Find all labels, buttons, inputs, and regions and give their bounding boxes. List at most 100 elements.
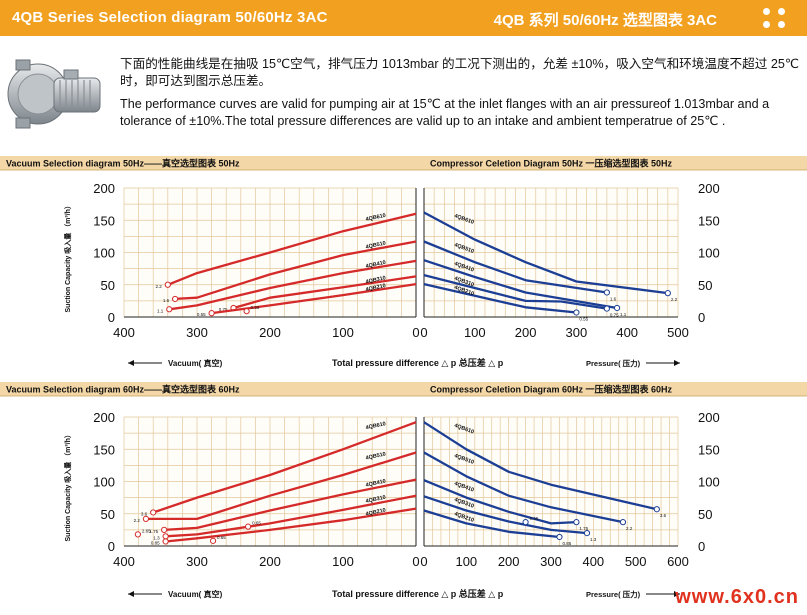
vacuum-x-tick-label: 300 [186, 325, 208, 340]
vacuum-power-label: 1.3 [153, 535, 160, 540]
compressor-curve-end-marker [583, 530, 591, 537]
compressor-y-tick-label: 50 [698, 507, 712, 522]
watermark: www.6x0.cn [675, 586, 799, 608]
vacuum-y-tick-label: 0 [108, 539, 115, 554]
vacuum-extra-marker [209, 537, 217, 544]
compressor-curve-end-marker [603, 289, 610, 296]
vacuum-curve-4qb310 [233, 275, 417, 310]
compressor-x-tick-label: 200 [498, 554, 520, 569]
vacuum-power-label: 2.2 [156, 284, 163, 289]
pressure-axis-label: Pressure( 压力) [586, 589, 641, 599]
vacuum-axis-label: Vacuum( 真空) [168, 358, 223, 368]
vacuum-curve-4qb210 [211, 282, 417, 315]
vacuum-curve-4qb210 [165, 507, 417, 543]
y-axis-label: Suction Capacity 吸入量 （m³/h） [63, 431, 72, 541]
compressor-y-tick-label: 200 [698, 181, 720, 196]
compressor-x-tick-label: 400 [582, 554, 604, 569]
vacuum-extra-marker [134, 531, 141, 538]
compressor-x-tick-label: 0 [420, 554, 427, 569]
vacuum-x-tick-label: 400 [113, 325, 135, 340]
compressor-curve-4qb310 [423, 495, 588, 535]
vacuum-y-tick-label: 50 [101, 507, 115, 522]
compressor-y-tick-label: 0 [698, 310, 705, 325]
compressor-curve-end-marker [619, 519, 627, 526]
vacuum-model-label: 4QB510 [365, 451, 386, 461]
compressor-power-label: 1.3 [590, 537, 597, 542]
vacuum-power-label: 0.85 [151, 540, 160, 545]
compressor-curve-4qb210 [423, 509, 560, 539]
vacuum-arrow-icon [128, 591, 134, 597]
pressure-arrow-icon [674, 360, 680, 366]
vacuum-model-label: 4QB410 [365, 260, 386, 270]
compressor-chart-title: Compressor Celetion Diagram 60Hz 一压缩选型图表… [430, 384, 673, 395]
vacuum-y-tick-label: 100 [93, 246, 115, 261]
header-title-right: 4QB 系列 50/60Hz 选型图表 3AC [493, 12, 717, 29]
panel-header-strip [0, 156, 807, 170]
compressor-y-tick-label: 100 [698, 246, 720, 261]
vacuum-axis-label: Vacuum( 真空) [168, 589, 223, 599]
vacuum-model-label: 4QB210 [365, 283, 386, 293]
vacuum-x-tick-label: 0 [412, 325, 419, 340]
total-pressure-label: Total pressure difference △ p 总压差 △ p [332, 357, 504, 368]
vacuum-model-label: 4QB310 [365, 275, 386, 285]
compressor-extra-marker-label: 0.65 [530, 516, 539, 521]
compressor-power-label: 0.85 [562, 541, 571, 546]
intro-zh: 下面的性能曲线是在抽吸 15℃空气，排气压力 1013mbar 的工况下测出的，… [120, 57, 799, 88]
vacuum-power-label: 0.55 [197, 312, 206, 317]
compressor-x-tick-label: 500 [625, 554, 647, 569]
vacuum-curve-4qb510 [175, 240, 417, 301]
compressor-y-tick-label: 100 [698, 475, 720, 490]
vacuum-y-tick-label: 200 [93, 410, 115, 425]
compressor-x-tick-label: 300 [540, 554, 562, 569]
vacuum-power-label: 2.2 [134, 518, 141, 523]
header-title-left: 4QB Series Selection diagram 50/60Hz 3AC [12, 9, 328, 26]
compressor-curve-end-marker [573, 309, 580, 316]
vacuum-curve-4qb410 [169, 259, 417, 311]
vacuum-x-tick-label: 100 [332, 325, 354, 340]
compressor-curve-4qb210 [423, 282, 577, 314]
compressor-power-label: 2.2 [671, 297, 678, 302]
vacuum-curve-4qb410 [164, 478, 417, 532]
compressor-power-label: 1.75 [579, 526, 588, 531]
compressor-y-tick-label: 150 [698, 213, 720, 228]
vacuum-curve-end-marker [142, 515, 149, 523]
vacuum-curve-end-marker [164, 281, 171, 288]
compressor-curve-4qb610 [423, 421, 658, 511]
compressor-curve-4qb510 [423, 240, 608, 294]
y-axis-label: Suction Capacity 吸入量 （m³/h） [63, 202, 72, 312]
vacuum-model-label: 4QB610 [365, 213, 386, 223]
intro-en: The performance curves are valid for pum… [120, 97, 770, 128]
vacuum-curve-4qb610 [152, 421, 417, 514]
blower-pump-image [7, 59, 101, 129]
vacuum-y-tick-label: 150 [93, 442, 115, 457]
pressure-axis-label: Pressure( 压力) [586, 358, 641, 368]
compressor-x-tick-label: 500 [667, 325, 689, 340]
vacuum-model-label: 4QB510 [365, 241, 386, 251]
menu-dots-icon[interactable] [761, 6, 787, 30]
vacuum-extra-marker-label: 2.65 [142, 528, 151, 533]
vacuum-curve-4qb310 [165, 494, 417, 538]
vacuum-extra-marker-label: 0.65 [252, 521, 261, 526]
compressor-curve-4qb510 [423, 451, 624, 524]
vacuum-extra-marker-label: 0.65 [217, 535, 226, 540]
compressor-x-tick-label: 300 [566, 325, 588, 340]
vacuum-x-tick-label: 200 [259, 554, 281, 569]
panel-header-strip [0, 382, 807, 396]
compressor-power-label: 2.2 [626, 526, 633, 531]
vacuum-y-tick-label: 200 [93, 181, 115, 196]
compressor-y-tick-label: 0 [698, 539, 705, 554]
chart-panel-60hz: Vacuum Selection diagram 60Hz——真空选型图表 60… [0, 382, 807, 599]
vacuum-arrow-icon [128, 360, 134, 366]
vacuum-extra-marker-label: 0.55 [251, 305, 260, 310]
vacuum-power-label: 0.75 [219, 307, 228, 312]
vacuum-power-label: 1.1 [157, 308, 164, 313]
vacuum-model-label: 4QB310 [365, 495, 386, 505]
compressor-curve-4qb310 [423, 273, 608, 310]
compressor-extra-marker [522, 519, 529, 526]
compressor-curve-end-marker [603, 305, 610, 312]
pressure-arrow-icon [674, 591, 680, 597]
vacuum-x-tick-label: 100 [332, 554, 354, 569]
compressor-power-label: 1.6 [610, 296, 617, 301]
compressor-x-tick-label: 0 [420, 325, 427, 340]
compressor-curve-end-marker [664, 290, 671, 297]
